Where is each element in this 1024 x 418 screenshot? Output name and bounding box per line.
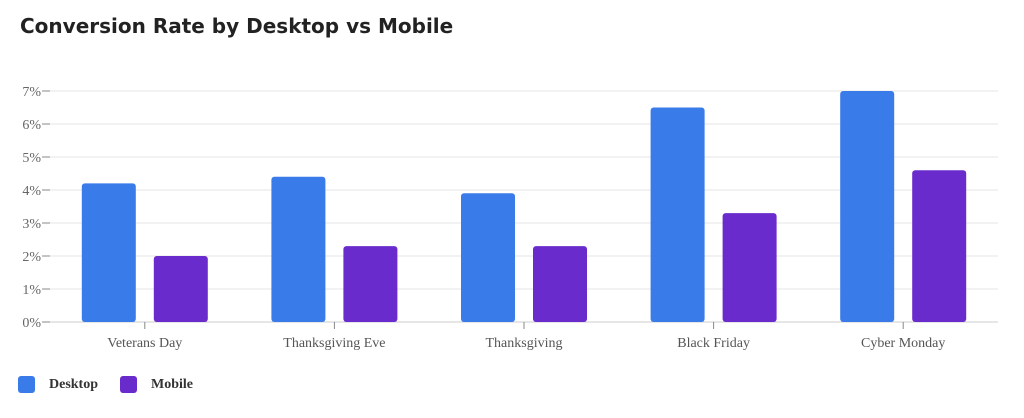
gridlines bbox=[50, 90, 998, 290]
y-tick-label: 6% bbox=[22, 118, 41, 133]
bar-desktop-veterans-day[interactable] bbox=[81, 183, 136, 322]
bar-mobile-thanksgiving-eve[interactable] bbox=[343, 246, 398, 322]
legend-label-desktop: Desktop bbox=[49, 376, 99, 392]
y-tick-label: 7% bbox=[22, 85, 41, 100]
chart-title: Conversion Rate by Desktop vs Mobile bbox=[20, 14, 454, 38]
bar-mobile-black-friday[interactable] bbox=[722, 213, 777, 322]
legend-label-mobile: Mobile bbox=[151, 376, 194, 392]
y-tick-label: 2% bbox=[22, 250, 41, 265]
bar-mobile-thanksgiving[interactable] bbox=[533, 246, 587, 322]
legend-swatch-desktop bbox=[18, 376, 35, 393]
bar-desktop-black-friday[interactable] bbox=[650, 107, 705, 323]
y-tick-label: 3% bbox=[22, 217, 41, 232]
bar-mobile-veterans-day[interactable] bbox=[153, 256, 208, 322]
bar-desktop-thanksgiving[interactable] bbox=[461, 193, 515, 322]
y-tick-label: 4% bbox=[22, 184, 41, 199]
x-tick-label: Black Friday bbox=[677, 336, 750, 351]
bars bbox=[81, 91, 967, 323]
legend: Desktop Mobile bbox=[18, 376, 193, 393]
x-tick-label: Thanksgiving bbox=[486, 336, 563, 351]
x-tick-label: Thanksgiving Eve bbox=[283, 336, 385, 351]
axis-labels: 0% 1% 2% 3% 4% 5% 6% 7% Veterans Day Thanksgiving… bbox=[22, 85, 945, 351]
bar-desktop-thanksgiving-eve[interactable] bbox=[271, 176, 326, 322]
legend-swatch-mobile bbox=[120, 376, 138, 393]
x-tick-label: Veterans Day bbox=[107, 336, 182, 351]
y-tick-label: 1% bbox=[22, 283, 41, 298]
bar-desktop-cyber-monday[interactable] bbox=[840, 91, 895, 322]
y-tick-label: 0% bbox=[22, 316, 41, 331]
y-tick-label: 5% bbox=[22, 151, 41, 166]
x-tick-label: Cyber Monday bbox=[861, 336, 945, 351]
bar-mobile-cyber-monday[interactable] bbox=[912, 170, 967, 322]
legend-item-desktop[interactable]: Desktop bbox=[18, 376, 98, 393]
legend-item-mobile[interactable]: Mobile bbox=[120, 376, 193, 393]
axes bbox=[42, 90, 998, 329]
